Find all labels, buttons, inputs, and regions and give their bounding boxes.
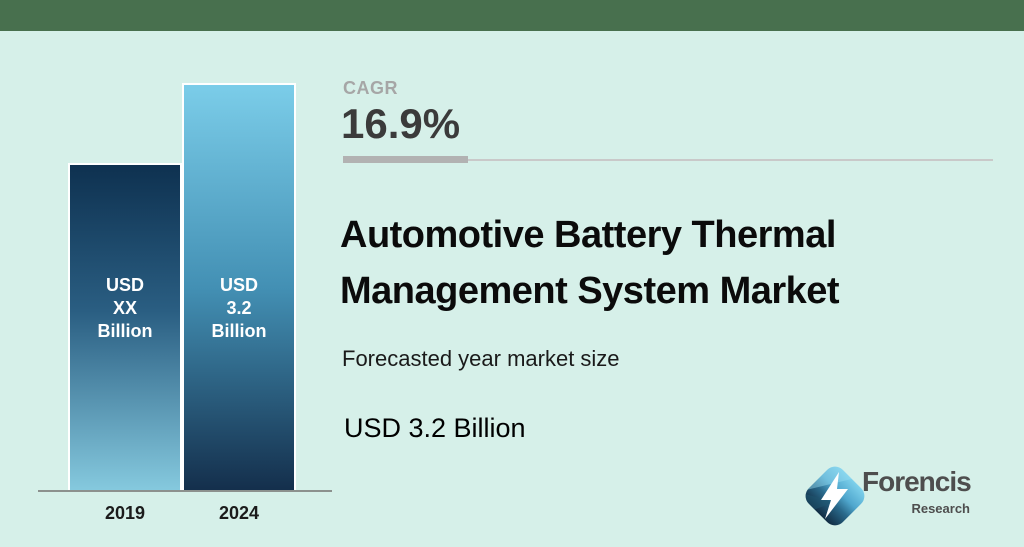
bar-2019	[68, 163, 182, 490]
report-title-line1: Automotive Battery Thermal	[340, 214, 836, 256]
bar-2019-value-label: USD XX Billion	[68, 274, 182, 343]
logo-tagline-text: Research	[911, 501, 970, 516]
market-size-bar-chart: USD XX Billion USD 3.2 Billion 2019 2024	[0, 31, 340, 531]
forencis-research-logo: Forencis Research	[798, 456, 978, 538]
divider-accent-segment	[343, 156, 468, 163]
cagr-label: CAGR	[343, 78, 398, 98]
x-tick-label-2019: 2019	[104, 503, 146, 523]
report-title: Automotive Battery Thermal Management Sy…	[340, 207, 940, 319]
x-axis-line	[38, 490, 332, 492]
bar-2024-label-line: 3.2	[226, 298, 252, 318]
forecast-subtitle: Forecasted year market size	[342, 346, 620, 371]
logo-brand-text: Forencis	[862, 466, 972, 497]
market-size-value: USD 3.2 Billion	[344, 413, 526, 443]
bar-2019-label-line: Billion	[97, 321, 153, 341]
report-title-line2: Management System Market	[340, 270, 840, 312]
divider-line	[343, 159, 993, 161]
bar-2024	[182, 83, 296, 490]
bar-2019-label-line: XX	[112, 298, 137, 318]
cagr-value: 16.9%	[341, 100, 461, 147]
x-tick-label-2024: 2024	[218, 503, 260, 523]
forencis-diamond-bolt-icon	[801, 462, 869, 526]
top-accent-bar	[0, 0, 1024, 31]
bar-2024-label-line: Billion	[211, 321, 267, 341]
bar-2019-label-line: USD	[105, 275, 144, 295]
bar-2024-label-line: USD	[219, 275, 258, 295]
bar-2024-value-label: USD 3.2 Billion	[182, 274, 296, 343]
